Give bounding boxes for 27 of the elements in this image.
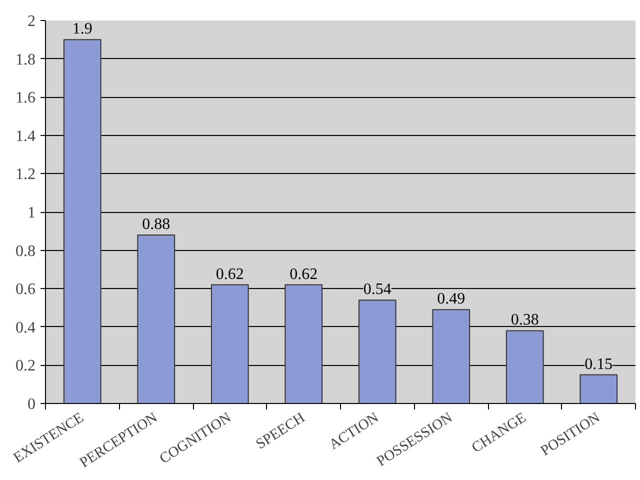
bar bbox=[210, 284, 249, 404]
bar bbox=[137, 234, 176, 404]
bar bbox=[580, 374, 618, 404]
y-tick-label: 0.4 bbox=[16, 319, 36, 336]
data-label: 0.49 bbox=[437, 290, 466, 308]
y-tick-label: 1.2 bbox=[16, 166, 36, 184]
y-tick-label: 0 bbox=[28, 396, 36, 413]
y-tick-label: 0.2 bbox=[16, 358, 36, 375]
data-label: 1.9 bbox=[72, 20, 92, 38]
bar bbox=[63, 39, 102, 404]
y-tick-label: 0.6 bbox=[16, 281, 36, 298]
data-label: 0.38 bbox=[510, 312, 539, 329]
data-label: 0.88 bbox=[142, 216, 170, 233]
data-label: 0.62 bbox=[290, 266, 318, 283]
data-label: 0.54 bbox=[363, 281, 392, 298]
y-tick-label: 1.6 bbox=[16, 90, 36, 107]
bar bbox=[432, 309, 470, 404]
bar bbox=[284, 284, 323, 404]
y-tick-label: 2 bbox=[28, 13, 36, 30]
y-tick-label: 1.8 bbox=[16, 51, 36, 68]
data-label: 0.62 bbox=[216, 266, 244, 283]
y-tick-label: 1 bbox=[28, 204, 36, 222]
y-tick-label: 1.4 bbox=[16, 128, 36, 145]
bar bbox=[506, 330, 544, 404]
y-tick-label: 0.8 bbox=[16, 242, 36, 260]
data-label: 0.15 bbox=[584, 356, 613, 373]
bar bbox=[358, 300, 396, 404]
